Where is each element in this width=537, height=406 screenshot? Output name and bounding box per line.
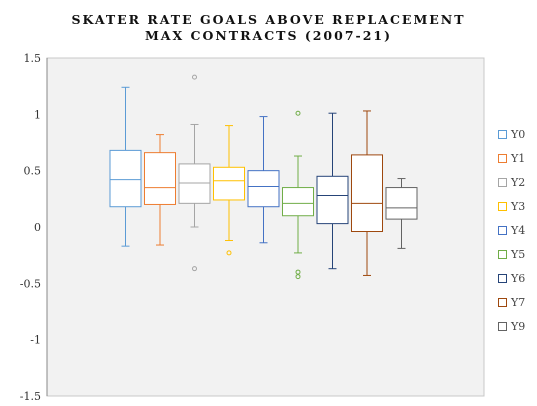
chart-title-line-1: SKATER RATE GOALS ABOVE REPLACEMENT <box>71 12 466 27</box>
box-y7 <box>351 110 383 276</box>
chart-title-line-2: MAX CONTRACTS (2007-21) <box>144 28 393 43</box>
iqr-box <box>213 166 245 201</box>
iqr-box <box>247 170 280 208</box>
legend-item-y7: Y7 <box>498 290 525 314</box>
legend-item-y4: Y4 <box>498 218 525 242</box>
y-tick-label: 1.5 <box>24 52 42 65</box>
legend-item-y3: Y3 <box>498 194 525 218</box>
legend-swatch <box>498 249 507 259</box>
legend-label: Y7 <box>511 295 526 309</box>
outlier-point <box>192 266 197 272</box>
legend-swatch <box>498 201 507 211</box>
legend-swatch <box>498 273 507 283</box>
box-y1 <box>144 134 176 246</box>
legend-swatch <box>498 129 507 139</box>
legend-item-y1: Y1 <box>498 146 525 170</box>
chart-title: SKATER RATE GOALS ABOVE REPLACEMENT MAX … <box>0 12 537 44</box>
legend-label: Y6 <box>511 271 526 285</box>
iqr-box <box>316 175 349 225</box>
legend: Y0 Y1 Y2 Y3 Y4 Y5 Y6 Y7 Y9 <box>498 122 525 338</box>
outlier-point <box>295 274 301 280</box>
y-tick-label: 1 <box>34 108 41 121</box>
outlier-point <box>226 250 232 256</box>
iqr-box <box>109 149 142 208</box>
box-y3 <box>213 125 245 256</box>
legend-label: Y4 <box>511 223 526 237</box>
legend-swatch <box>498 321 507 331</box>
y-tick-label: -1.5 <box>20 390 41 403</box>
y-tick-label: -1 <box>30 334 41 347</box>
legend-item-y9: Y9 <box>498 314 525 338</box>
outlier-point <box>192 74 197 80</box>
iqr-box <box>351 154 383 233</box>
legend-swatch <box>498 225 507 235</box>
box-y4 <box>247 116 280 244</box>
outlier-point <box>295 110 301 116</box>
legend-item-y6: Y6 <box>498 266 525 290</box>
box-series-group <box>109 74 418 280</box>
y-tick-label: 0 <box>34 221 41 234</box>
box-y2 <box>178 74 211 272</box>
legend-item-y2: Y2 <box>498 170 525 194</box>
legend-item-y5: Y5 <box>498 242 525 266</box>
legend-swatch <box>498 297 507 307</box>
box-y6 <box>316 112 349 270</box>
iqr-box <box>144 152 176 205</box>
plot-area <box>46 57 485 397</box>
iqr-box <box>178 163 211 204</box>
iqr-box <box>385 187 418 220</box>
legend-label: Y3 <box>511 199 526 213</box>
legend-label: Y5 <box>511 247 526 261</box>
legend-item-y0: Y0 <box>498 122 525 146</box>
y-tick-label: 0.5 <box>24 165 42 178</box>
y-tick-label: -0.5 <box>20 277 41 290</box>
legend-label: Y2 <box>511 175 526 189</box>
box-y0 <box>109 86 142 247</box>
legend-label: Y1 <box>511 151 526 165</box>
box-y9 <box>385 178 418 249</box>
outlier-point <box>295 269 301 275</box>
legend-label: Y9 <box>511 319 526 333</box>
legend-swatch <box>498 177 507 187</box>
legend-swatch <box>498 153 507 163</box>
legend-label: Y0 <box>511 127 526 141</box>
y-axis-ticks: 1.5 1 0.5 0 -0.5 -1 -1.5 <box>20 52 41 403</box>
iqr-box <box>282 187 314 217</box>
box-y5 <box>282 110 314 280</box>
